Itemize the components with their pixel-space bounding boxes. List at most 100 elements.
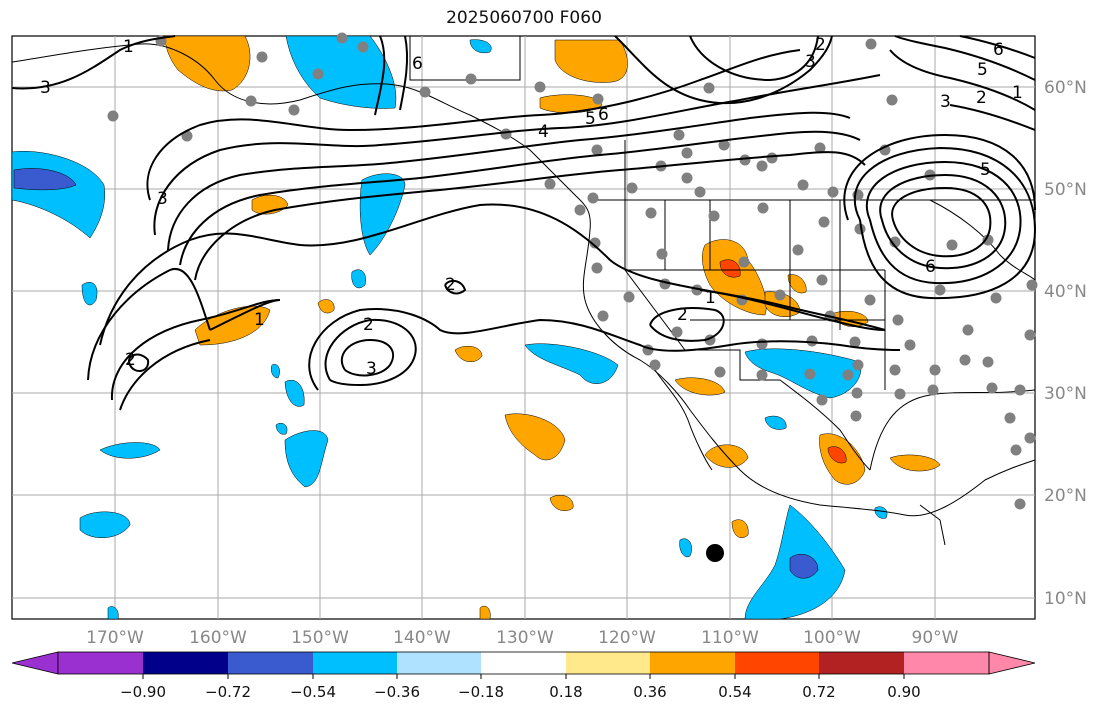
negative-fill-area — [81, 282, 98, 306]
colorbar-segment — [735, 652, 819, 674]
colorbar-tick-label: 0.90 — [887, 683, 920, 701]
positive-fill-area — [731, 519, 749, 538]
grid-lines — [12, 36, 1035, 619]
contour-label: 5 — [977, 60, 988, 80]
positive-core-area — [827, 446, 847, 464]
negative-fill-area — [284, 380, 305, 407]
colorbar-tick-label: −0.72 — [205, 683, 251, 701]
negative-core-area — [13, 168, 77, 191]
contour-label: 6 — [412, 54, 423, 74]
positive-fill-area — [479, 605, 491, 620]
negative-fill-area — [524, 343, 619, 384]
contour-lines — [11, 35, 1037, 411]
contour-labels: 1 3 3 1 2 2 3 2 4 5 6 6 2 1 3 2 3 2 1 5 … — [40, 35, 1023, 379]
lat-label: 20°N — [1044, 486, 1087, 506]
lat-label: 30°N — [1044, 384, 1087, 404]
negative-fill-area — [107, 606, 119, 620]
negative-core-area — [789, 554, 819, 579]
colorbar-tick-label: −0.54 — [290, 683, 336, 701]
positive-fill-area — [549, 495, 574, 511]
contour-label: 5 — [980, 160, 991, 180]
contour-label: 1 — [1012, 83, 1023, 103]
colorbar: −0.90 −0.72 −0.54 −0.36 −0.18 0.18 0.36 … — [11, 651, 1036, 701]
negative-fill-area — [79, 511, 131, 538]
lon-label: 90°W — [912, 628, 959, 648]
contour-label: 3 — [157, 189, 168, 209]
contour-label: 1 — [705, 288, 716, 308]
positive-fill-area — [454, 345, 483, 362]
positive-fill-area — [539, 94, 603, 114]
negative-fill-area — [679, 538, 692, 558]
positive-fill-area — [164, 35, 251, 92]
colorbar-segment — [397, 652, 481, 674]
lat-label: 10°N — [1044, 589, 1087, 609]
colorbar-segment — [481, 652, 566, 674]
contour-label: 3 — [805, 52, 816, 72]
colorbar-tick-label: 0.36 — [633, 683, 666, 701]
negative-fill-area — [99, 442, 161, 459]
negative-fill-area — [275, 422, 288, 435]
negative-fill-area — [744, 348, 862, 399]
contour-label: 6 — [598, 105, 609, 125]
station-dots — [107, 32, 1038, 510]
contour-label: 3 — [940, 92, 951, 112]
colorbar-segment — [650, 652, 735, 674]
positive-fill-area — [194, 305, 271, 346]
lon-label: 150°W — [291, 628, 349, 648]
latitude-labels: 60°N 50°N 40°N 30°N 20°N 10°N — [1044, 78, 1087, 609]
positive-fill-area — [317, 299, 335, 314]
contour-label: 2 — [363, 315, 374, 335]
longitude-labels: 170°W 160°W 150°W 140°W 130°W 120°W 110°… — [86, 628, 959, 648]
lat-label: 60°N — [1044, 78, 1087, 98]
positive-fill-area — [674, 377, 726, 396]
colorbar-segment — [228, 652, 313, 674]
contour-label: 6 — [993, 40, 1004, 60]
coastlines — [11, 36, 1036, 546]
negative-fill-area — [285, 35, 397, 109]
map-title: 2025060700 F060 — [446, 8, 602, 28]
positive-fill-area — [554, 39, 628, 83]
lon-label: 160°W — [189, 628, 247, 648]
contour-label: 4 — [538, 122, 549, 142]
contour-label: 2 — [445, 275, 456, 295]
lon-label: 130°W — [496, 628, 554, 648]
lon-label: 120°W — [598, 628, 656, 648]
negative-fill-area — [284, 430, 329, 488]
lon-label: 100°W — [803, 628, 861, 648]
colorbar-tick-label: 0.18 — [549, 683, 582, 701]
lon-label: 110°W — [701, 628, 759, 648]
contour-label: 1 — [254, 310, 265, 330]
colorbar-segment — [904, 652, 989, 674]
colorbar-tick-label: −0.36 — [374, 683, 420, 701]
contour-label: 3 — [40, 78, 51, 98]
colorbar-tick-label: −0.18 — [458, 683, 504, 701]
contour-label: 3 — [366, 359, 377, 379]
positive-core-area — [719, 259, 741, 278]
negative-fill-area — [271, 364, 280, 379]
positive-fill-area — [889, 454, 941, 472]
map-frame — [11, 35, 1036, 620]
contour-label: 2 — [976, 88, 987, 108]
negative-fill-area — [874, 506, 888, 519]
negative-fill-area — [764, 415, 787, 430]
colorbar-segment — [143, 652, 228, 674]
colorbar-extend-min — [11, 651, 59, 675]
colorbar-tick-label: −0.90 — [120, 683, 166, 701]
colorbar-segment — [58, 652, 143, 674]
positive-fill-area — [504, 413, 566, 461]
lon-label: 170°W — [86, 628, 144, 648]
anomaly-fills — [11, 35, 941, 620]
lat-label: 40°N — [1044, 282, 1087, 302]
colorbar-segment — [313, 652, 397, 674]
location-marker — [706, 544, 724, 562]
lon-label: 140°W — [393, 628, 451, 648]
contour-label: 2 — [677, 305, 688, 325]
negative-fill-area — [351, 269, 366, 289]
colorbar-tick-label: 0.54 — [718, 683, 751, 701]
contour-label: 6 — [925, 257, 936, 277]
colorbar-tick-label: 0.72 — [802, 683, 835, 701]
colorbar-extend-max — [988, 651, 1036, 675]
lat-label: 50°N — [1044, 180, 1087, 200]
contour-label: 2 — [125, 350, 136, 370]
